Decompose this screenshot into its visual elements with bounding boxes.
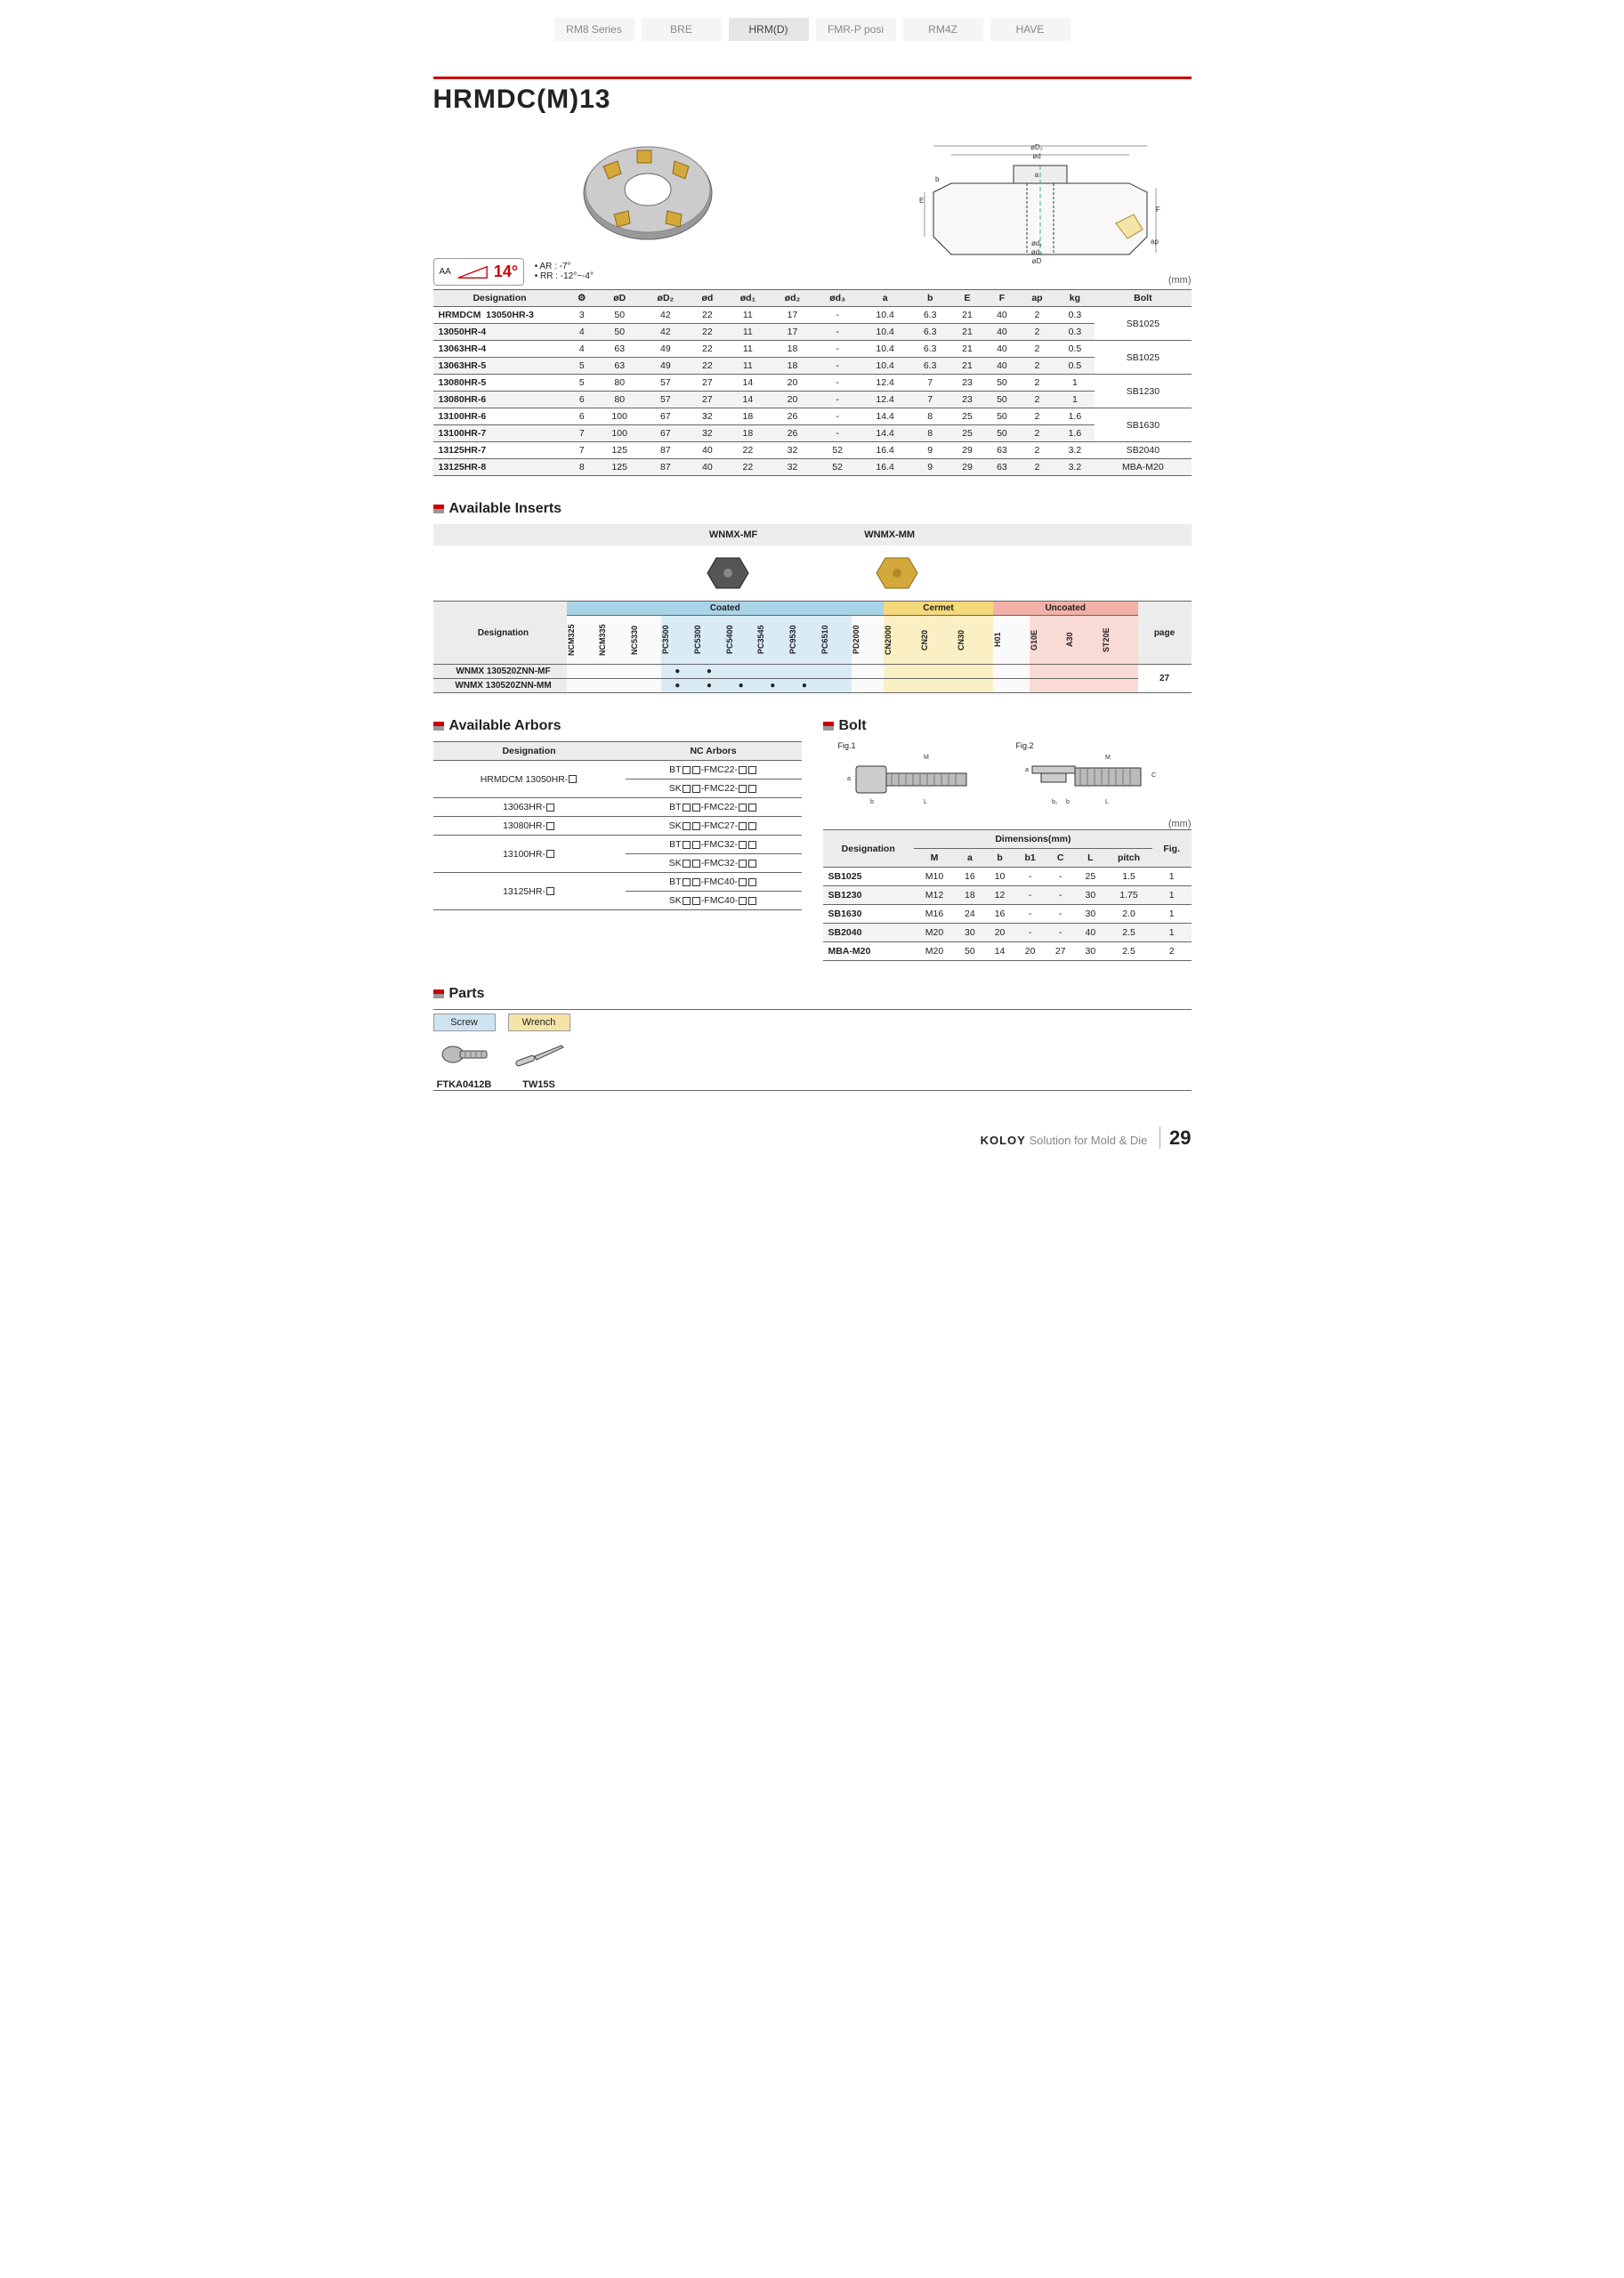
rule — [433, 77, 1192, 79]
angle-notes: • AR : -7°• RR : -12°~-4° — [535, 262, 594, 281]
svg-text:ød: ød — [1032, 152, 1040, 160]
inserts-variants: WNMX-MFWNMX-MM — [433, 524, 1192, 545]
tab-rm8-series[interactable]: RM8 Series — [554, 18, 634, 41]
page-footer: KOLOY Solution for Mold & Die 29 — [433, 1127, 1192, 1150]
tab-fmr-p-posi[interactable]: FMR-P posi — [816, 18, 896, 41]
page-title: HRMDC(M)13 — [433, 85, 1192, 115]
svg-text:b: b — [870, 799, 874, 805]
svg-text:ap: ap — [1151, 238, 1159, 246]
inserts-table: DesignationCoatedCermetUncoatedpageNCM32… — [433, 601, 1192, 693]
svg-text:b: b — [935, 175, 940, 183]
svg-text:b₁: b₁ — [1052, 799, 1058, 805]
tab-have[interactable]: HAVE — [990, 18, 1071, 41]
tab-rm4z[interactable]: RM4Z — [903, 18, 983, 41]
tech-diagram: øD₂ ød a b E F ap ød₁ ød₃ øD — [889, 139, 1192, 272]
tab-bre[interactable]: BRE — [642, 18, 722, 41]
unit-label: (mm) — [823, 819, 1192, 829]
svg-text:øD₂: øD₂ — [1030, 143, 1043, 151]
top-tabs: RM8 Series BRE HRM(D) FMR-P posi RM4Z HAVE — [433, 18, 1192, 41]
spec-table: Designation⚙øDøD₂ødød₁ød₂ød₃abEFapkgBolt… — [433, 289, 1192, 476]
unit-label: (mm) — [889, 275, 1192, 286]
arbors-table: DesignationNC ArborsHRMDCM 13050HR-BT-FM… — [433, 741, 802, 910]
svg-text:øD: øD — [1031, 257, 1041, 265]
bolt-figs: Fig.1 MabL Fig.2 MaCb₁bL — [823, 741, 1192, 815]
inserts-title: Available Inserts — [433, 501, 1192, 517]
svg-text:C: C — [1151, 772, 1156, 779]
parts-title: Parts — [433, 986, 1192, 1002]
svg-text:L: L — [1105, 799, 1109, 805]
inserts-images — [433, 545, 1192, 601]
svg-text:b: b — [1066, 799, 1070, 805]
part-ftka0412b: ScrewFTKA0412B — [433, 1014, 496, 1090]
svg-text:a: a — [1025, 767, 1029, 773]
arbors-title: Available Arbors — [433, 718, 802, 734]
svg-text:L: L — [924, 799, 927, 805]
hero: AA 14° • AR : -7°• RR : -12°~-4° øD₂ ød — [433, 122, 1192, 286]
part-tw15s: WrenchTW15S — [508, 1014, 570, 1090]
svg-text:a: a — [1034, 171, 1038, 179]
cutter-illustration — [568, 122, 728, 255]
svg-text:M: M — [1105, 755, 1111, 761]
svg-text:E: E — [919, 197, 924, 205]
svg-text:F: F — [1156, 206, 1160, 214]
svg-text:ød₁: ød₁ — [1030, 239, 1041, 247]
bolt-table: DesignationDimensions(mm)Fig.Mabb1CLpitc… — [823, 829, 1192, 961]
bolt-title: Bolt — [823, 718, 1192, 734]
svg-text:a: a — [847, 776, 851, 782]
parts-row: ScrewFTKA0412BWrenchTW15S — [433, 1009, 1192, 1091]
tab-hrm-d-[interactable]: HRM(D) — [729, 18, 809, 41]
svg-text:ød₃: ød₃ — [1030, 248, 1042, 256]
svg-text:M: M — [924, 755, 929, 761]
angle-badge: AA 14° — [433, 258, 525, 286]
